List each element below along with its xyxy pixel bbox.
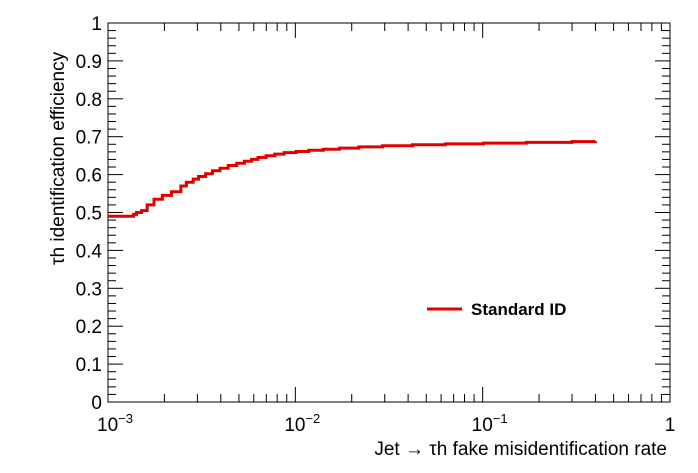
y-tick-label: 0.6	[76, 166, 102, 187]
axis-ticks	[107, 22, 670, 403]
y-axis-title: τh identification efficiency	[48, 51, 69, 265]
x-tick-label: 1	[665, 415, 676, 436]
x-tick-label-exponent: −2	[305, 411, 320, 426]
y-tick-label: 0.7	[76, 128, 102, 149]
y-tick-label: 0	[91, 393, 102, 414]
x-tick-label: 10−2	[284, 411, 320, 436]
x-tick-label-base: 10	[97, 415, 118, 436]
y-tick-label: 0.3	[76, 279, 102, 300]
x-tick-label-exponent: −3	[118, 411, 133, 426]
x-tick-label: 10−1	[472, 411, 508, 436]
y-tick-label: 0.8	[76, 90, 102, 111]
y-tick-label: 0.2	[76, 317, 102, 338]
y-tick-label: 0.4	[76, 241, 103, 262]
x-axis-title: Jet → τh fake misidentification rate	[374, 439, 667, 460]
x-tick-label-base: 10	[284, 415, 305, 436]
x-tick-labels: 10−3 10−2 10−1 1	[97, 411, 675, 436]
x-tick-label-exponent: −1	[493, 411, 508, 426]
series-line-standard-id	[108, 140, 597, 218]
y-tick-label: 0.9	[76, 52, 102, 73]
x-tick-label: 10−3	[97, 411, 133, 436]
y-tick-labels: 0 0.1 0.2 0.3 0.4 0.5 0.6 0.7 0.8 0.9 1	[76, 14, 103, 414]
legend-label-standard-id: Standard ID	[471, 300, 566, 319]
legend: Standard ID	[427, 300, 566, 319]
plot-frame	[107, 22, 671, 403]
y-tick-label: 0.1	[76, 355, 102, 376]
y-tick-label: 1	[91, 14, 102, 35]
x-tick-label-base: 10	[472, 415, 493, 436]
y-tick-label: 0.5	[76, 204, 102, 225]
